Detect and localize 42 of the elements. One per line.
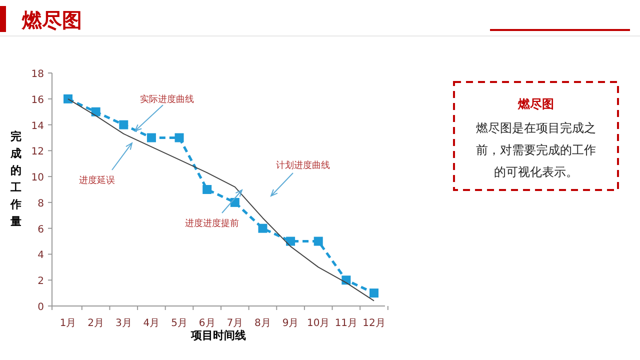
y-tick-label: 18 — [31, 69, 44, 80]
annotation: 进度延误 — [79, 175, 115, 186]
x-tick-label: 7月 — [226, 318, 244, 329]
x-tick-label: 4月 — [143, 318, 160, 329]
x-tick-label: 12月 — [362, 318, 386, 329]
annotation: 计划进度曲线 — [276, 160, 330, 171]
y-tick-label: 4 — [38, 250, 44, 262]
annotation: 进度进度提前 — [185, 218, 239, 229]
x-tick-label: 1月 — [60, 318, 76, 329]
x-tick-label: 8月 — [254, 318, 271, 329]
point — [314, 236, 323, 246]
point — [119, 120, 128, 130]
x-tick-label: 2月 — [88, 318, 104, 329]
x-tick-label: 6月 — [198, 318, 216, 329]
x-tick-label: 11月 — [334, 318, 358, 329]
x-tick-label: 10月 — [306, 318, 330, 329]
text: 燃尽图是在项目完成之前，对需要完成的工作的可视化表示。 — [476, 121, 596, 179]
point — [230, 198, 240, 207]
annotation: 实际进度曲线 — [140, 94, 194, 105]
text: 燃尽图 — [517, 97, 554, 111]
chart-title: 燃尽图 — [21, 8, 82, 32]
y-axis-title: 完成的工作量 — [10, 130, 22, 228]
point — [64, 94, 72, 104]
y-tick-label: 12 — [31, 146, 44, 158]
x-tick-label: 5月 — [171, 318, 188, 329]
y-tick-label: 0 — [38, 302, 44, 313]
y-tick-label: 16 — [31, 94, 44, 106]
point — [174, 133, 184, 142]
y-tick-label: 8 — [38, 198, 44, 210]
y-tick-label: 10 — [31, 172, 44, 184]
point — [370, 288, 378, 298]
x-tick-label: 3月 — [115, 318, 132, 329]
y-tick-label: 2 — [38, 276, 44, 288]
point — [286, 236, 296, 246]
x-axis-title: 项目时间线 — [190, 329, 246, 342]
point — [91, 107, 100, 116]
y-tick-label: 14 — [31, 120, 44, 132]
x-tick-label: 9月 — [282, 318, 299, 329]
point — [258, 224, 268, 233]
point — [202, 185, 212, 194]
point — [146, 133, 156, 142]
y-tick-label: 6 — [38, 224, 44, 236]
